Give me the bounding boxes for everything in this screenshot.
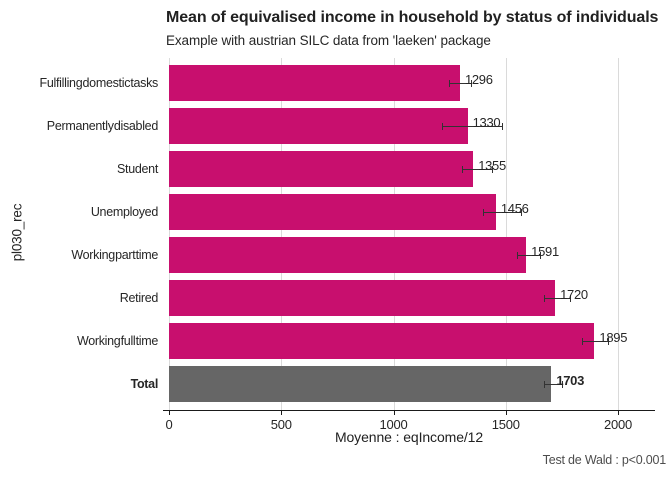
gridline-1000 [393,58,395,410]
x-tick-1500 [505,411,507,415]
error-bar-cap-right [561,380,563,388]
value-label-unemployed: 1456 [500,201,529,216]
gridline-0 [169,58,170,410]
x-tick-2000 [618,411,619,415]
error-bar-cap-right [471,79,473,87]
error-bar-retired [543,297,571,299]
x-tick-label-1000: 1000 [379,417,408,432]
x-tick-label-1500: 1500 [491,417,520,432]
value-label-retired: 1720 [560,287,588,302]
error-bar-cap-right [491,165,493,173]
bar-fulfilling-domestic-tasks [169,65,460,101]
error-bar-cap-left [482,208,484,216]
error-bar-cap-left [442,122,444,130]
y-axis-title: pl030_rec [9,203,25,262]
category-label-total: Total [130,377,159,391]
error-bar-cap-left [448,79,450,87]
gridline-2000 [618,58,619,410]
error-bar-cap-right [501,122,503,130]
category-label-working-part-time: Working part time [71,248,158,262]
bar-total [169,366,552,402]
category-label-working-full-time: Working full time [76,334,158,348]
x-tick-0 [169,411,170,415]
stat-test-caption: Test de Wald : p<0.001 [542,453,667,467]
x-tick-1000 [393,411,395,415]
error-bar-cap-right [540,251,542,259]
bar-working-part-time [169,237,527,273]
error-bar-cap-left [517,251,519,259]
category-label-retired: Retired [119,291,159,305]
error-bar-unemployed [482,211,523,213]
bar-retired [169,280,556,316]
error-bar-total [544,383,563,385]
plot-panel: 1296 1330 1355 1456 1591 1720 1895 1703 0 500 1000… [163,58,655,432]
x-axis-line [163,410,655,411]
error-bar-cap-left [543,294,545,302]
error-bar-cap-right [608,337,610,345]
chart-subtitle: Example with austrian SILC data from 'la… [166,33,491,48]
value-label-student: 1355 [478,158,506,173]
gridline-1500 [505,58,507,410]
error-bar-cap-right [569,294,571,302]
category-label-unemployed: Unemployed [90,205,158,219]
value-label-working-part-time: 1591 [531,244,559,259]
bar-working-full-time [169,323,595,359]
category-label-student: Student [117,162,158,176]
error-bar-cap-right [521,208,523,216]
error-bar-permanently-disabled [442,125,503,127]
value-label-working-full-time: 1895 [599,330,628,345]
error-bar-working-part-time [517,254,542,256]
chart-title: Mean of equivalised income in household … [166,9,659,26]
bar-student [169,151,474,187]
error-bar-working-full-time [581,340,610,342]
category-label-fulfilling-domestic-tasks: Fulfilling domestic tasks [39,76,159,90]
error-bar-cap-left [581,337,583,345]
gridline-500 [281,58,283,410]
x-tick-label-500: 500 [270,417,292,432]
bar-unemployed [169,194,496,230]
x-tick-500 [281,411,283,415]
value-label-fulfilling-domestic-tasks: 1296 [464,72,493,87]
value-label-permanently-disabled: 1330 [472,115,501,130]
error-bar-cap-left [462,165,464,173]
value-label-total: 1703 [556,373,585,388]
category-label-permanently-disabled: Permanently disabled [46,119,159,133]
error-bar-student [462,168,493,170]
error-bar-cap-left [544,380,546,388]
error-bar-fulfilling-domestic-tasks [448,82,473,84]
x-axis-title: Moyenne : eqIncome/12 [334,429,484,445]
x-tick-label-2000: 2000 [603,417,633,432]
x-tick-label-0: 0 [165,417,173,432]
bar-permanently-disabled [169,108,468,144]
